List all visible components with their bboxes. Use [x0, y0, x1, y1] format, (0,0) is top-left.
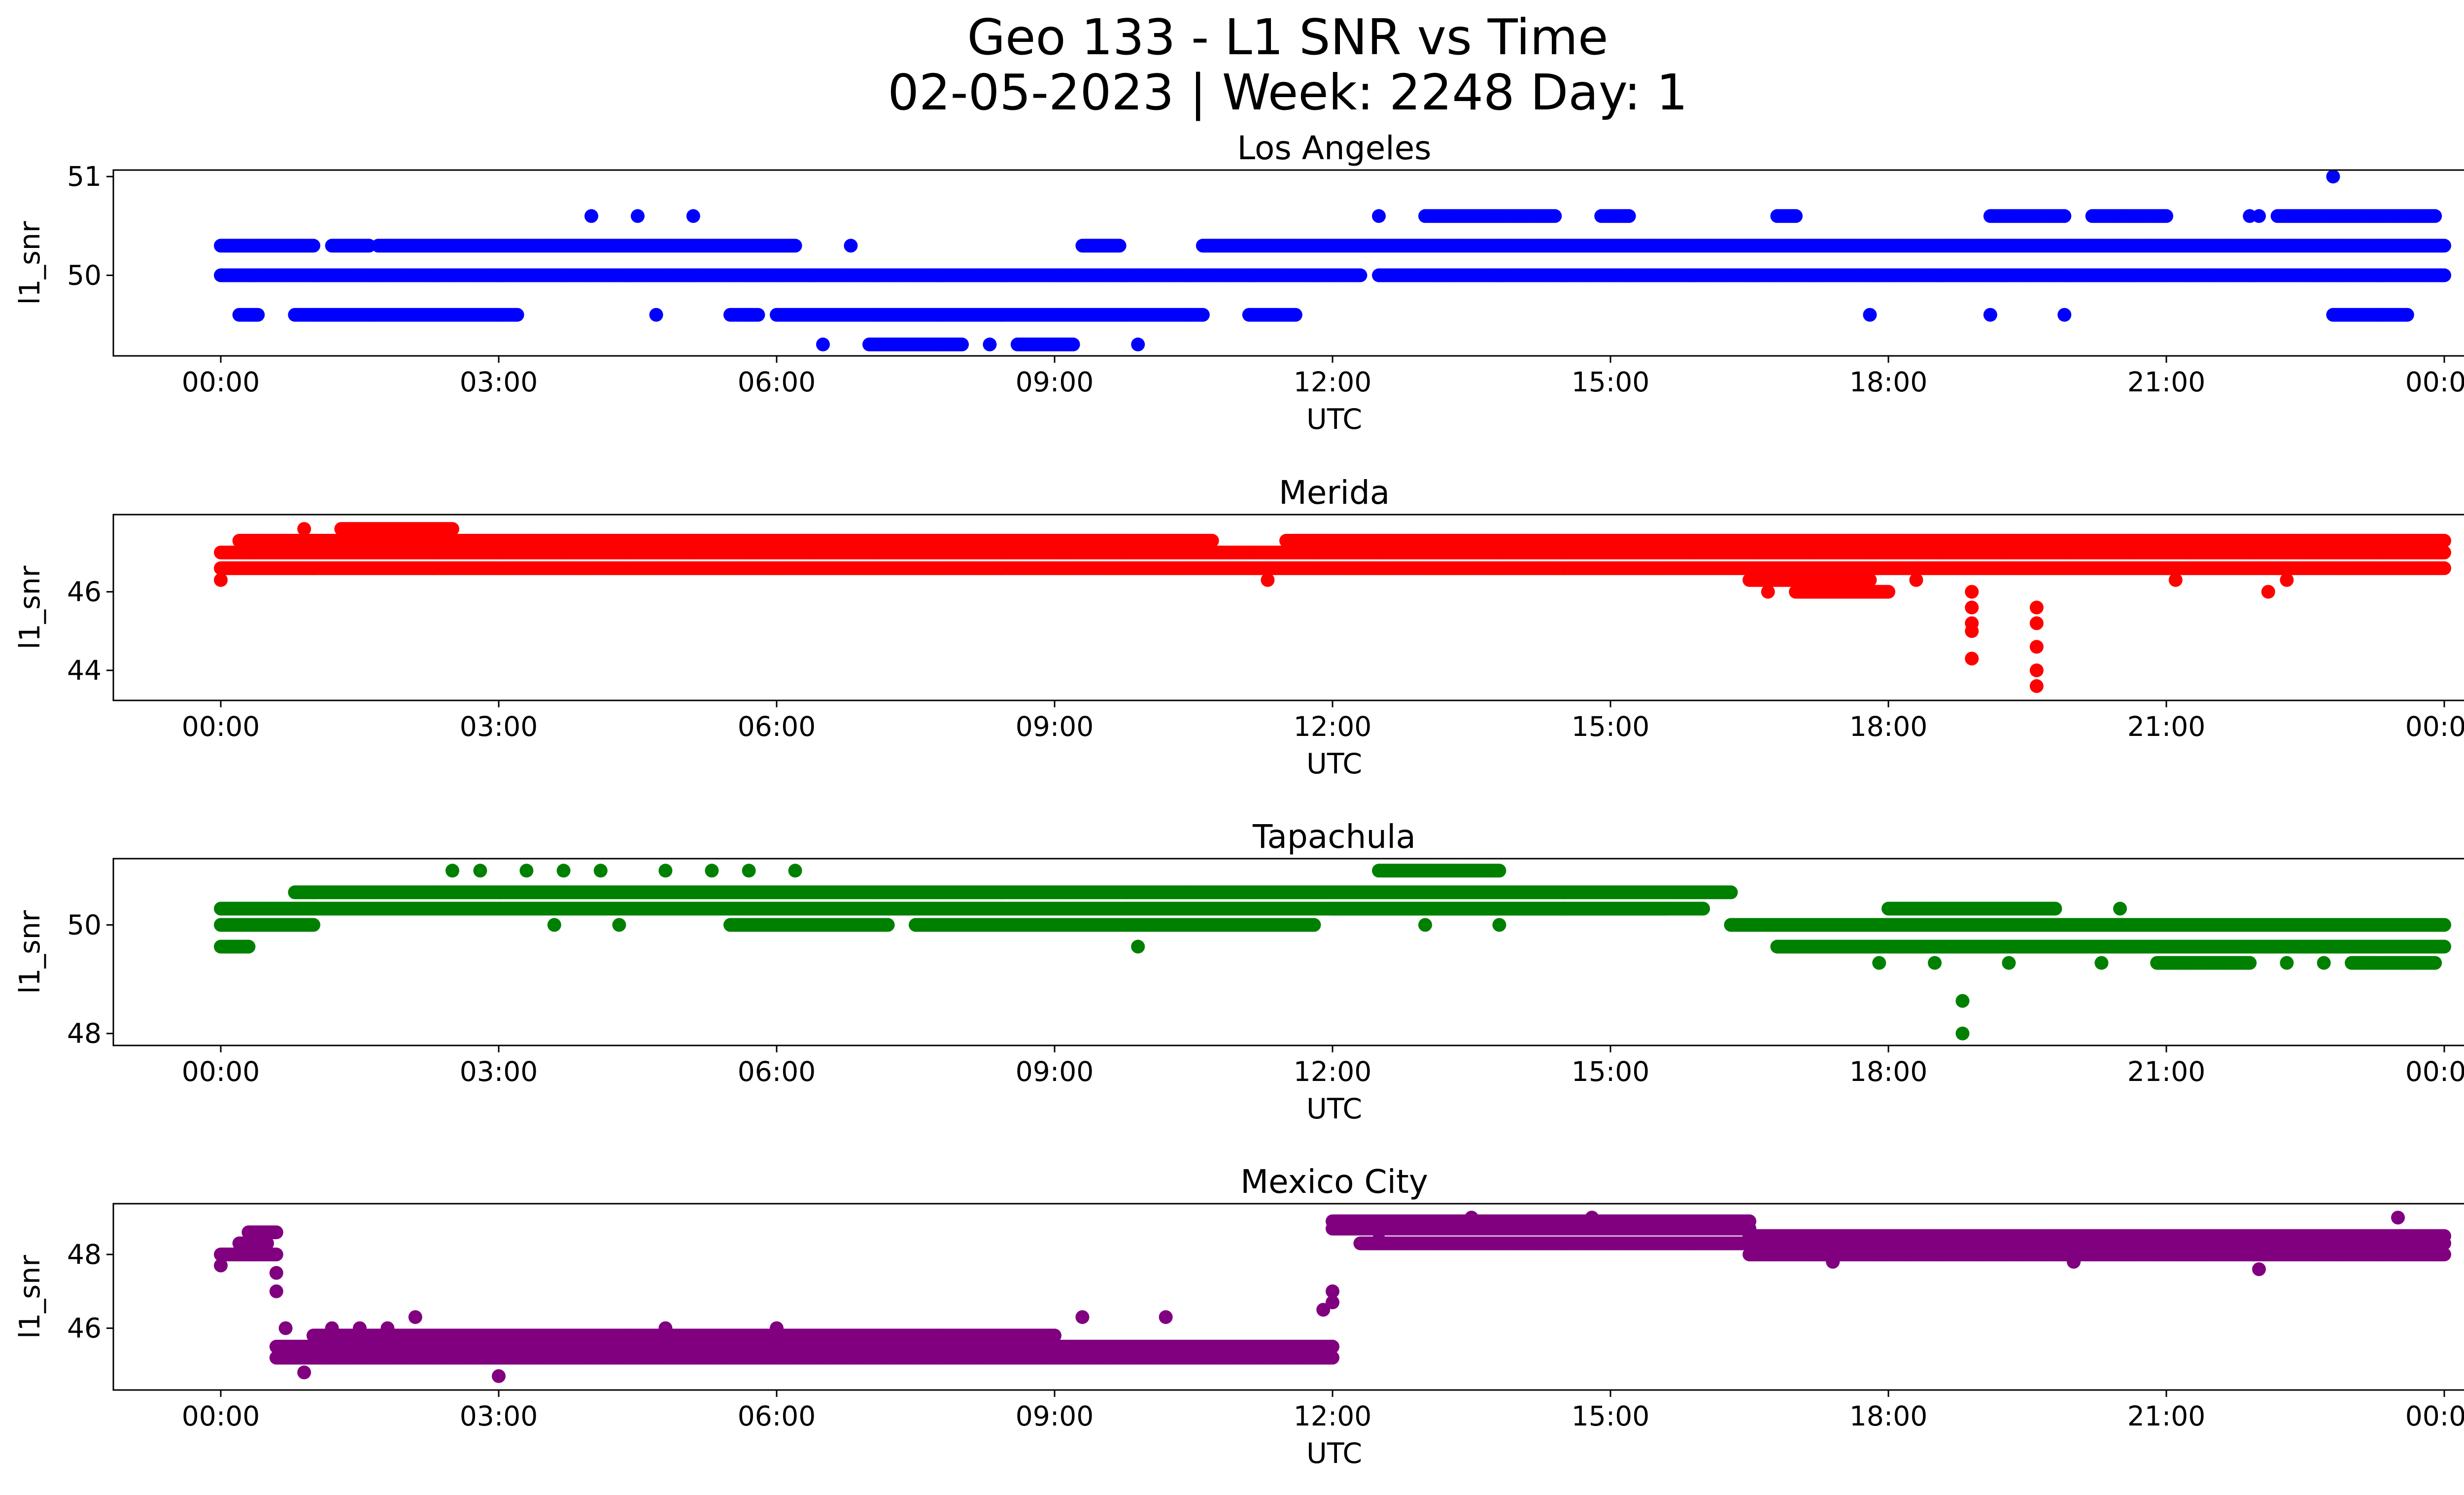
los-angeles-x-tick-label: 12:00	[1294, 366, 1372, 398]
data-point	[1353, 268, 1368, 282]
data-point	[2437, 268, 2451, 282]
figure-title-line1: Geo 133 - L1 SNR vs Time	[967, 8, 1608, 66]
data-point	[983, 337, 997, 351]
data-point	[307, 239, 320, 253]
los-angeles-x-tick-label: 09:00	[1016, 366, 1094, 398]
data-point	[2326, 170, 2340, 184]
data-point	[2159, 209, 2173, 223]
data-point	[649, 308, 663, 322]
los-angeles-x-tick-label: 00:00	[182, 366, 260, 398]
data-point	[1372, 209, 1386, 223]
data-point	[2252, 209, 2266, 223]
los-angeles-points	[214, 170, 2451, 351]
los-angeles-y-tick-label: 50	[67, 260, 102, 291]
data-point	[1863, 308, 1877, 322]
figure-title-line2: 02-05-2023 | Week: 2248 Day: 1	[888, 64, 1687, 121]
data-point	[751, 308, 765, 322]
data-point	[1066, 337, 1080, 351]
data-point	[251, 308, 265, 322]
los-angeles-x-tick-label: 21:00	[2127, 366, 2206, 398]
data-point	[844, 239, 858, 253]
data-point	[1196, 308, 1210, 322]
data-point	[510, 308, 524, 322]
data-point	[631, 209, 645, 223]
data-point	[686, 209, 700, 223]
los-angeles-axes-frame	[112, 169, 2464, 357]
los-angeles-x-tick-label: 03:00	[460, 366, 538, 398]
data-point	[788, 239, 802, 253]
los-angeles-x-tick-label: 06:00	[738, 366, 816, 398]
data-point	[1288, 308, 1302, 322]
data-point	[816, 337, 830, 351]
data-point	[1548, 209, 1562, 223]
los-angeles-y-tick-label: 51	[67, 161, 102, 192]
chart-panels: Los Angeles 00:00 03:00 06:00 09:00 12:00 15:0…	[14, 129, 2464, 1470]
los-angeles-title: Los Angeles	[1237, 129, 1431, 167]
data-point	[1622, 209, 1636, 223]
merida-title: Merida	[1279, 474, 1390, 512]
los-angeles-x-axis-label: UTC	[1306, 403, 1362, 436]
merida-points	[214, 522, 2451, 693]
data-point	[955, 337, 969, 351]
los-angeles-x-tick-label: 15:00	[1572, 366, 1650, 398]
data-point	[1789, 209, 1803, 223]
data-point	[2400, 308, 2414, 322]
data-point	[1983, 308, 1997, 322]
los-angeles-x-tick-label: 00:00	[2405, 366, 2464, 398]
data-point	[584, 209, 598, 223]
data-point	[2057, 308, 2072, 322]
data-point	[2057, 209, 2072, 223]
los-angeles-x-tick-label: 18:00	[1849, 366, 1928, 398]
los-angeles-panel: Los Angeles 00:00 03:00 06:00 09:00 12:00 15:0…	[14, 129, 2464, 436]
los-angeles-y-axis-label: l1_snr	[14, 221, 46, 305]
data-point	[2428, 209, 2442, 223]
data-point	[1112, 239, 1127, 253]
data-point	[2437, 239, 2451, 253]
data-point	[1131, 337, 1145, 351]
